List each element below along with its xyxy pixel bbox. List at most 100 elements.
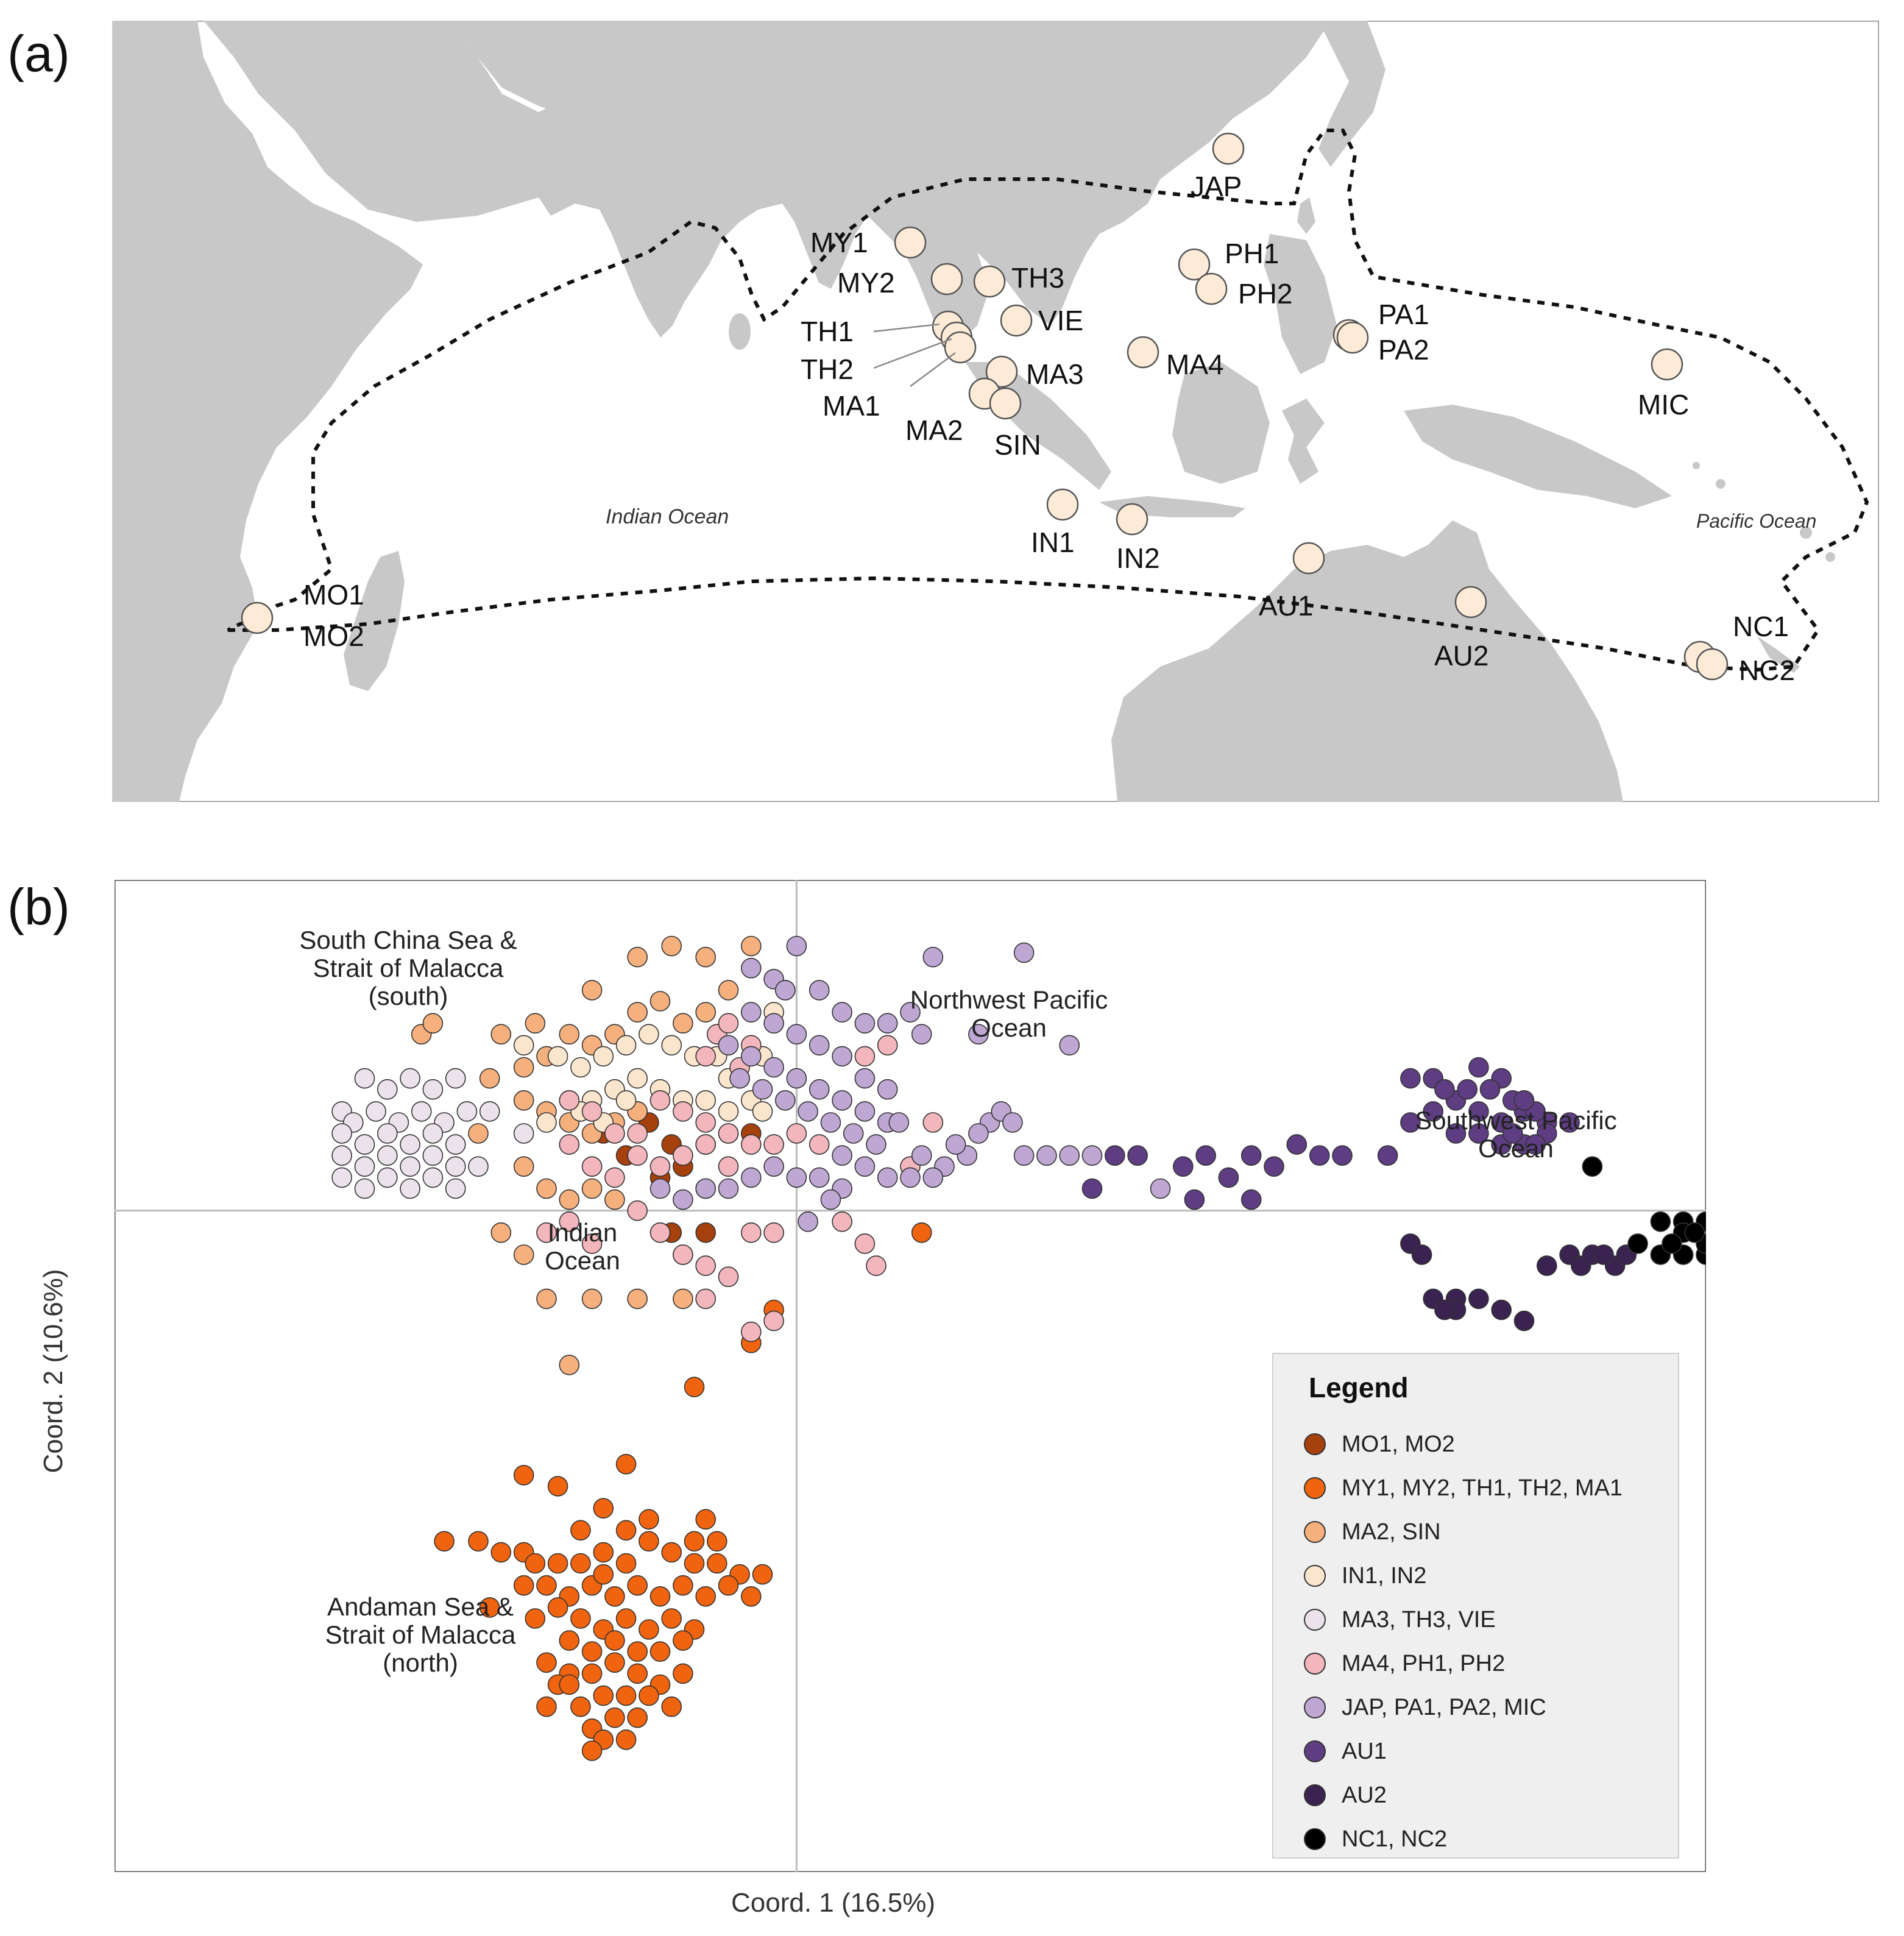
- point-au1: [1240, 1189, 1262, 1210]
- point-ma4-ph1-ph2: [809, 1134, 830, 1155]
- point-my1-my2-th1-th2-ma1: [547, 1597, 568, 1618]
- point-au1: [1502, 1123, 1523, 1144]
- point-ma4-ph1-ph2: [559, 1134, 580, 1155]
- site-label-mic: MIC: [1638, 389, 1689, 420]
- point-ma4-ph1-ph2: [649, 1156, 671, 1177]
- range-boundary: [227, 129, 1869, 672]
- land-asia: [453, 21, 1331, 350]
- legend-item: MA3, TH3, VIE: [1304, 1601, 1496, 1638]
- point-ma3-th3-vie: [377, 1167, 398, 1188]
- point-my1-my2-th1-th2-ma1: [570, 1553, 591, 1574]
- point-ma3-th3-vie: [366, 1101, 386, 1122]
- site-label-ma3: MA3: [1026, 358, 1084, 390]
- land-island: [1716, 479, 1725, 489]
- point-ma4-ph1-ph2: [832, 1211, 852, 1232]
- point-in1-in2: [615, 1035, 637, 1056]
- site-label-my2: MY2: [837, 267, 895, 299]
- site-label-au2: AU2: [1434, 640, 1488, 672]
- point-au2: [1434, 1299, 1455, 1321]
- land-arabia: [203, 21, 624, 222]
- point-ma3-th3-vie: [331, 1167, 352, 1188]
- point-jap-pa1-pa2-mic: [900, 1167, 921, 1188]
- point-ma2-sin: [490, 1024, 512, 1044]
- point-au1: [1445, 1123, 1467, 1144]
- point-jap-pa1-pa2-mic: [922, 946, 944, 968]
- point-au1: [1377, 1145, 1398, 1166]
- site-label-mo1: MO1: [303, 579, 364, 611]
- point-au1: [1479, 1079, 1501, 1100]
- point-ma4-ph1-ph2: [604, 1123, 625, 1144]
- point-my1-my2-th1-th2-ma1: [627, 1641, 648, 1662]
- point-my1-my2-th1-th2-ma1: [570, 1608, 591, 1629]
- point-my1-my2-th1-th2-ma1: [615, 1608, 637, 1629]
- legend-swatch: [1304, 1433, 1326, 1455]
- site-marker-my2: [930, 263, 963, 296]
- point-ma4-ph1-ph2: [559, 1211, 580, 1232]
- point-my1-my2-th1-th2-ma1: [547, 1553, 568, 1574]
- point-ma3-th3-vie: [445, 1068, 466, 1089]
- point-ma2-sin: [741, 935, 762, 957]
- point-ma4-ph1-ph2: [763, 1222, 784, 1243]
- point-my1-my2-th1-th2-ma1: [490, 1542, 512, 1563]
- point-jap-pa1-pa2-mic: [911, 1145, 932, 1166]
- point-in1-in2: [627, 1068, 648, 1089]
- point-au1: [1423, 1101, 1443, 1122]
- point-jap-pa1-pa2-mic: [798, 1211, 818, 1232]
- point-jap-pa1-pa2-mic: [763, 1156, 784, 1177]
- point-ma3-th3-vie: [400, 1156, 420, 1177]
- point-ma3-th3-vie: [377, 1145, 398, 1166]
- point-in1-in2: [695, 1090, 717, 1111]
- point-my1-my2-th1-th2-ma1: [468, 1531, 489, 1552]
- point-ma4-ph1-ph2: [741, 1134, 762, 1155]
- point-jap-pa1-pa2-mic: [832, 1046, 852, 1067]
- point-jap-pa1-pa2-mic: [798, 1101, 818, 1122]
- point-jap-pa1-pa2-mic: [854, 1013, 876, 1034]
- point-in1-in2: [639, 1024, 659, 1044]
- point-ma3-th3-vie: [422, 1079, 444, 1100]
- point-jap-pa1-pa2-mic: [729, 1068, 750, 1089]
- point-ma2-sin: [673, 1288, 693, 1310]
- legend-label: MA2, SIN: [1342, 1519, 1441, 1545]
- point-my1-my2-th1-th2-ma1: [536, 1696, 557, 1717]
- point-jap-pa1-pa2-mic: [673, 1189, 693, 1210]
- legend-label: AU2: [1342, 1782, 1387, 1808]
- point-my1-my2-th1-th2-ma1: [706, 1553, 727, 1574]
- point-jap-pa1-pa2-mic: [1150, 1178, 1171, 1199]
- point-ma3-th3-vie: [456, 1101, 478, 1122]
- legend-swatch: [1304, 1521, 1326, 1543]
- point-in1-in2: [752, 1101, 773, 1122]
- site-label-ph1: PH1: [1225, 238, 1279, 269]
- point-ma2-sin: [695, 1002, 717, 1023]
- site-label-nc2: NC2: [1739, 654, 1795, 686]
- point-jap-pa1-pa2-mic: [1081, 1145, 1103, 1166]
- point-jap-pa1-pa2-mic: [900, 1002, 921, 1023]
- site-label-ma2: MA2: [905, 414, 963, 446]
- point-au1: [1525, 1134, 1546, 1155]
- point-jap-pa1-pa2-mic: [832, 1145, 852, 1166]
- point-au1: [1457, 1079, 1478, 1100]
- point-au2: [1411, 1244, 1432, 1265]
- point-my1-my2-th1-th2-ma1: [593, 1564, 614, 1585]
- point-ma4-ph1-ph2: [695, 1134, 717, 1155]
- point-jap-pa1-pa2-mic: [741, 1002, 762, 1023]
- point-au1: [1081, 1178, 1103, 1199]
- annotation-andaman: Andaman Sea & Strait of Malacca (north): [325, 1592, 516, 1677]
- point-ma4-ph1-ph2: [695, 1288, 717, 1310]
- land-australia: [1111, 520, 1623, 802]
- point-my1-my2-th1-th2-ma1: [718, 1575, 739, 1596]
- point-jap-pa1-pa2-mic: [1059, 1035, 1080, 1056]
- point-ma4-ph1-ph2: [536, 1222, 557, 1243]
- point-ma4-ph1-ph2: [786, 1123, 807, 1144]
- point-ma4-ph1-ph2: [718, 1123, 739, 1144]
- point-ma2-sin: [718, 980, 739, 1001]
- point-ma4-ph1-ph2: [695, 1046, 717, 1067]
- point-jap-pa1-pa2-mic: [820, 1112, 841, 1133]
- point-my1-my2-th1-th2-ma1: [639, 1619, 659, 1640]
- point-nc1-nc2: [1650, 1211, 1671, 1232]
- point-ma3-th3-vie: [400, 1178, 420, 1199]
- point-ma3-th3-vie: [468, 1156, 489, 1177]
- point-jap-pa1-pa2-mic: [1036, 1145, 1057, 1166]
- point-ma2-sin: [559, 1355, 580, 1375]
- point-my1-my2-th1-th2-ma1: [639, 1531, 659, 1552]
- x-axis-label: Coord. 1 (16.5%): [731, 1888, 936, 1918]
